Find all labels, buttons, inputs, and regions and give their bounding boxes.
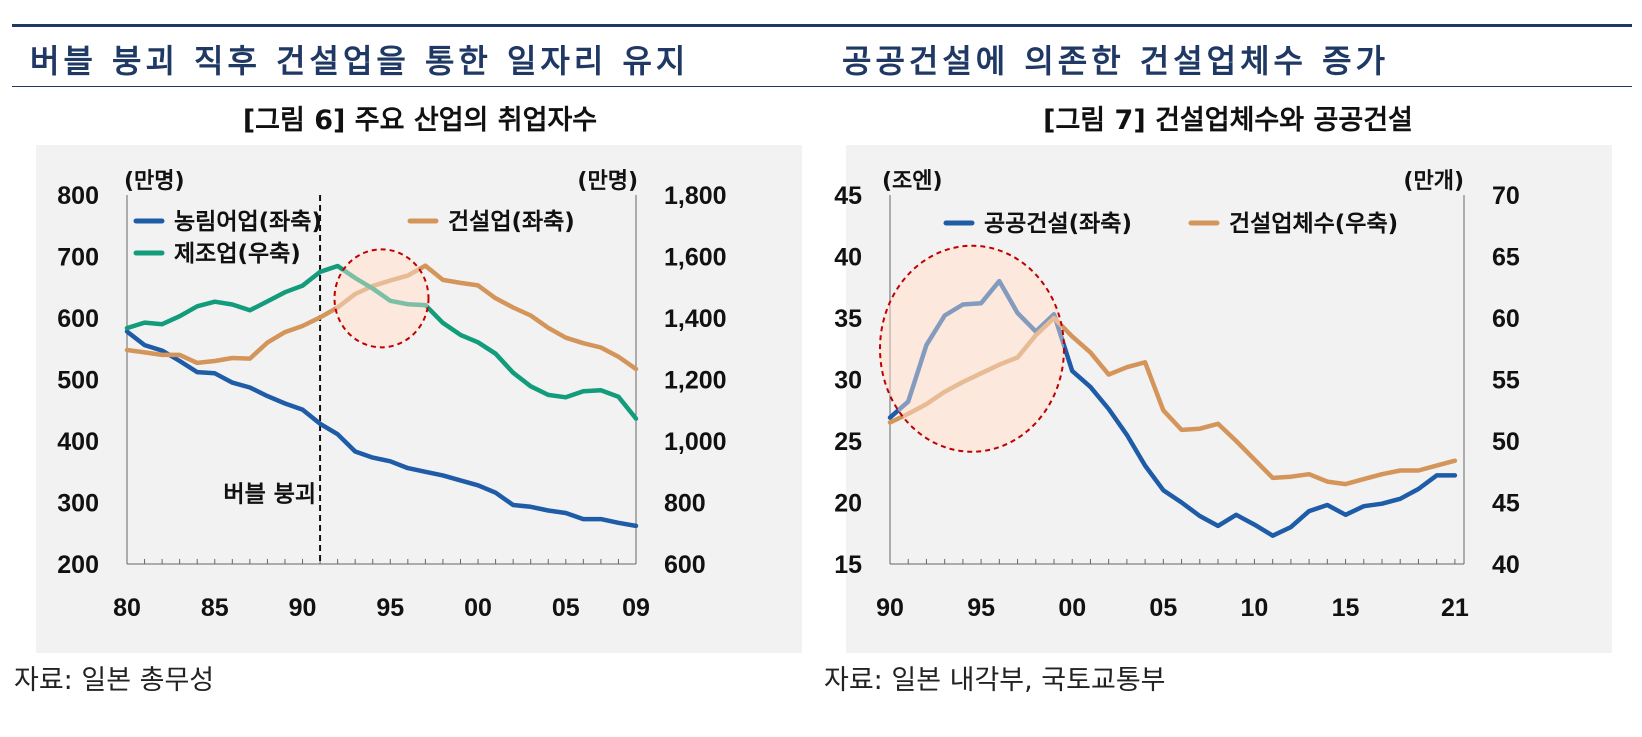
bubble-collapse-annotation: 버블 붕괴 xyxy=(223,481,316,507)
x-tick-label: 85 xyxy=(201,594,229,622)
legend-label-1: 건설업(좌축) xyxy=(448,209,575,235)
x-tick-label: 80 xyxy=(113,594,141,622)
x-tick-label: 95 xyxy=(967,594,995,622)
left-y-tick-label: 600 xyxy=(57,305,99,333)
x-tick-label: 05 xyxy=(1149,594,1177,622)
heading-underline xyxy=(12,86,1632,87)
left-axis-unit: (만명) xyxy=(124,169,185,194)
legend-label-0: 농림어업(좌축) xyxy=(174,209,322,235)
figure-7-title: [그림 7] 건설업체수와 공공건설 xyxy=(1043,105,1413,136)
left-y-tick-label: 45 xyxy=(834,182,862,210)
figure-6-source: 자료: 일본 총무성 xyxy=(14,665,215,696)
legend-label-1: 건설업체수(우축) xyxy=(1229,211,1398,237)
legend-label-2: 제조업(우축) xyxy=(174,241,301,267)
left-y-tick-label: 25 xyxy=(834,428,862,456)
left-y-tick-label: 30 xyxy=(834,367,862,395)
top-rule xyxy=(12,24,1632,27)
right-y-tick-label: 1,200 xyxy=(664,367,727,395)
x-tick-label: 15 xyxy=(1332,594,1360,622)
right-axis-unit: (만명) xyxy=(577,169,638,194)
series-line-1 xyxy=(124,263,639,372)
left-y-tick-label: 300 xyxy=(57,490,99,518)
right-heading: 공공건설에 의존한 건설업체수 증가 xyxy=(842,42,1390,80)
series-line-1 xyxy=(887,315,1458,487)
right-y-tick-label: 600 xyxy=(664,551,706,579)
series-line-0 xyxy=(124,329,639,529)
left-y-tick-label: 800 xyxy=(57,182,99,210)
left-axis-unit: (조엔) xyxy=(882,169,943,194)
highlight-circle xyxy=(333,248,430,349)
right-y-tick-label: 60 xyxy=(1492,305,1520,333)
right-y-tick-label: 1,600 xyxy=(664,244,727,272)
x-tick-label: 10 xyxy=(1241,594,1269,622)
right-y-tick-label: 40 xyxy=(1492,551,1520,579)
left-y-tick-label: 400 xyxy=(57,428,99,456)
left-y-tick-label: 40 xyxy=(834,244,862,272)
figure-7-panel: 15 20 25 30 35 40 45 40 45 50 55 60 65 70 90 95 00 05 10 15… xyxy=(834,145,1612,653)
left-y-tick-label: 200 xyxy=(57,551,99,579)
right-y-tick-label: 55 xyxy=(1492,367,1520,395)
highlight-area xyxy=(334,249,429,348)
left-y-tick-label: 500 xyxy=(57,367,99,395)
right-y-tick-label: 45 xyxy=(1492,490,1520,518)
left-y-tick-label: 700 xyxy=(57,244,99,272)
right-y-tick-label: 70 xyxy=(1492,182,1520,210)
right-y-tick-label: 1,400 xyxy=(664,305,727,333)
figure-6-title: [그림 6] 주요 산업의 취업자수 xyxy=(242,105,598,136)
left-y-tick-label: 20 xyxy=(834,490,862,518)
x-tick-label: 90 xyxy=(289,594,317,622)
x-tick-label: 00 xyxy=(464,594,492,622)
right-y-tick-label: 65 xyxy=(1492,244,1520,272)
figure-7-chart: 15 20 25 30 35 40 45 40 45 50 55 60 65 70 90 95 00 05 10 15… xyxy=(834,169,1520,622)
figure-6-chart: 200 300 400 500 600 700 800 600 800 1,000 1,200 1,4… xyxy=(57,169,727,622)
x-tick-label: 95 xyxy=(376,594,404,622)
figure-6-panel: 200 300 400 500 600 700 800 600 800 1,000 1,200 1,4… xyxy=(36,145,802,653)
right-y-tick-label: 50 xyxy=(1492,428,1520,456)
right-y-tick-label: 1,800 xyxy=(664,182,727,210)
legend-label-0: 공공건설(좌축) xyxy=(984,211,1132,237)
x-tick-label: 00 xyxy=(1058,594,1086,622)
x-tick-label: 21 xyxy=(1441,594,1469,622)
series-line-0 xyxy=(887,278,1458,538)
series-line-2 xyxy=(124,263,639,421)
x-tick-label: 09 xyxy=(622,594,650,622)
right-axis-unit: (만개) xyxy=(1403,169,1464,194)
right-y-tick-label: 800 xyxy=(664,490,706,518)
x-tick-label: 90 xyxy=(876,594,904,622)
left-heading: 버블 붕괴 직후 건설업을 통한 일자리 유지 xyxy=(30,42,690,80)
highlight-circle xyxy=(879,244,1065,453)
figure-7-source: 자료: 일본 내각부, 국토교통부 xyxy=(824,665,1166,696)
right-y-tick-label: 1,000 xyxy=(664,428,727,456)
highlight-area xyxy=(880,245,1064,452)
left-y-tick-label: 15 xyxy=(834,551,862,579)
x-tick-label: 05 xyxy=(552,594,580,622)
left-y-tick-label: 35 xyxy=(834,305,862,333)
